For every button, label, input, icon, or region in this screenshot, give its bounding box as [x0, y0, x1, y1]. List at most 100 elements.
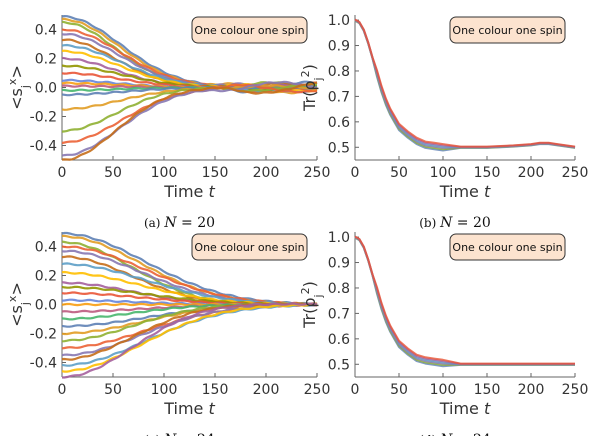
series-group: [354, 235, 575, 368]
caption-var: N: [163, 432, 177, 436]
series-line: [354, 235, 575, 365]
x-tick-label: 100: [430, 382, 457, 398]
y-axis-label: Tr(ρj2): [299, 281, 325, 329]
x-tick-label: 0: [351, 165, 360, 181]
y-label-part: >: [7, 282, 26, 295]
y-tick-label: 0.9: [328, 256, 350, 272]
panel-c-spin-expectation-n24: 0 50 100 150 200 250 -0.4 -0.2 0.0 0.2 0.4 Time t <s…: [6, 231, 331, 436]
x-tick-label: 150: [474, 382, 501, 398]
panel-caption: (b) N = 20: [419, 215, 491, 231]
series-group: [61, 14, 318, 161]
panel-caption: (d) N = 24: [419, 432, 491, 436]
y-axis-label: <sjx>: [6, 282, 32, 327]
legend-badge-text: One colour one spin: [452, 24, 562, 37]
y-label-sup: x: [6, 78, 19, 85]
y-tick-label: -0.2: [30, 110, 57, 126]
caption-eq: = 24: [176, 432, 215, 436]
series-group: [354, 18, 576, 152]
caption-var: N: [439, 215, 453, 231]
legend-badge: [191, 233, 308, 261]
x-label-var: t: [484, 182, 491, 201]
y-label-sup: 2: [299, 287, 312, 294]
y-tick-label: 0.7: [328, 306, 350, 322]
series-group: [61, 231, 318, 379]
y-label-part: ): [300, 64, 319, 70]
y-tick-label: 0.8: [328, 64, 350, 80]
x-tick-label: 150: [474, 165, 501, 181]
legend-badge: [191, 16, 308, 44]
y-tick-label: 0.2: [35, 52, 57, 68]
legend-badge: [449, 233, 566, 261]
x-tick-label: 50: [390, 165, 408, 181]
y-tick-label: -0.4: [30, 356, 57, 372]
x-tick-label: 150: [202, 165, 229, 181]
y-label-part: >: [7, 65, 26, 78]
caption-letter: (b): [419, 216, 440, 230]
y-axis-label: <sjx>: [6, 65, 32, 110]
x-tick-label: 50: [390, 382, 408, 398]
y-tick-label: 0.0: [35, 81, 57, 97]
x-axis-label: Time t: [439, 182, 491, 201]
x-tick-label: 50: [104, 382, 122, 398]
caption-eq: = 20: [452, 215, 490, 231]
y-label-part: Tr(ρ: [300, 297, 319, 328]
legend-badge-text: One colour one spin: [452, 241, 562, 254]
legend-badge-text: One colour one spin: [194, 241, 304, 254]
x-label-part: Time: [163, 182, 208, 201]
y-label-part: <s: [7, 88, 26, 110]
caption-letter: (a): [144, 216, 164, 230]
x-tick-label: 0: [58, 165, 67, 181]
series-line: [61, 80, 318, 157]
y-tick-label: 0.4: [35, 240, 57, 256]
x-label-var: t: [208, 399, 215, 418]
y-label-sub: j: [19, 302, 32, 306]
y-label-sup: x: [6, 295, 19, 302]
x-tick-label: 200: [253, 165, 280, 181]
y-axis-label: Tr(ρj2): [299, 64, 325, 112]
y-tick-label: 0.6: [328, 332, 350, 348]
y-label-sub: j: [312, 77, 325, 81]
x-label-part: Time: [439, 399, 484, 418]
x-label-part: Time: [439, 182, 484, 201]
x-label-var: t: [484, 399, 491, 418]
series-line: [354, 18, 576, 148]
x-tick-label: 250: [562, 165, 589, 181]
x-tick-label: 100: [430, 165, 457, 181]
y-tick-label: 0.2: [35, 269, 57, 285]
y-tick-label: 0.8: [328, 281, 350, 297]
x-tick-label: 250: [562, 382, 589, 398]
y-label-sup: 2: [299, 70, 312, 77]
legend-badge: [449, 16, 566, 44]
y-tick-label: 1.0: [328, 13, 350, 29]
x-tick-label: 200: [253, 382, 280, 398]
x-tick-label: 250: [304, 165, 331, 181]
x-label-var: t: [208, 182, 215, 201]
x-axis-label: Time t: [439, 399, 491, 418]
x-tick-label: 100: [151, 165, 178, 181]
x-tick-label: 0: [58, 382, 67, 398]
caption-eq: = 20: [177, 215, 215, 231]
series-line: [62, 302, 318, 379]
panel-caption: (c) N = 24: [144, 432, 215, 436]
panel-caption: (a) N = 20: [144, 215, 215, 231]
y-label-sub: j: [19, 85, 32, 89]
x-axis-label: Time t: [163, 399, 215, 418]
y-tick-label: 0.0: [35, 298, 57, 314]
x-axis-label: Time t: [163, 182, 215, 201]
y-tick-label: 1.0: [328, 230, 350, 246]
y-label-part: <s: [7, 305, 26, 327]
x-tick-label: 250: [304, 382, 331, 398]
y-tick-label: 0.9: [328, 39, 350, 55]
series-line: [61, 303, 318, 373]
y-tick-label: 0.5: [328, 140, 350, 156]
series-line: [61, 81, 318, 161]
y-tick-label: 0.5: [328, 357, 350, 373]
panel-a-spin-expectation-n20: 0 50 100 150 200 250 -0.4 -0.2 0.0 0.2 0.4 Time t <s…: [6, 14, 331, 231]
caption-var: N: [163, 215, 177, 231]
caption-letter: (d): [419, 433, 440, 436]
x-tick-label: 50: [104, 165, 122, 181]
x-tick-label: 0: [351, 382, 360, 398]
y-tick-label: 0.7: [328, 89, 350, 105]
